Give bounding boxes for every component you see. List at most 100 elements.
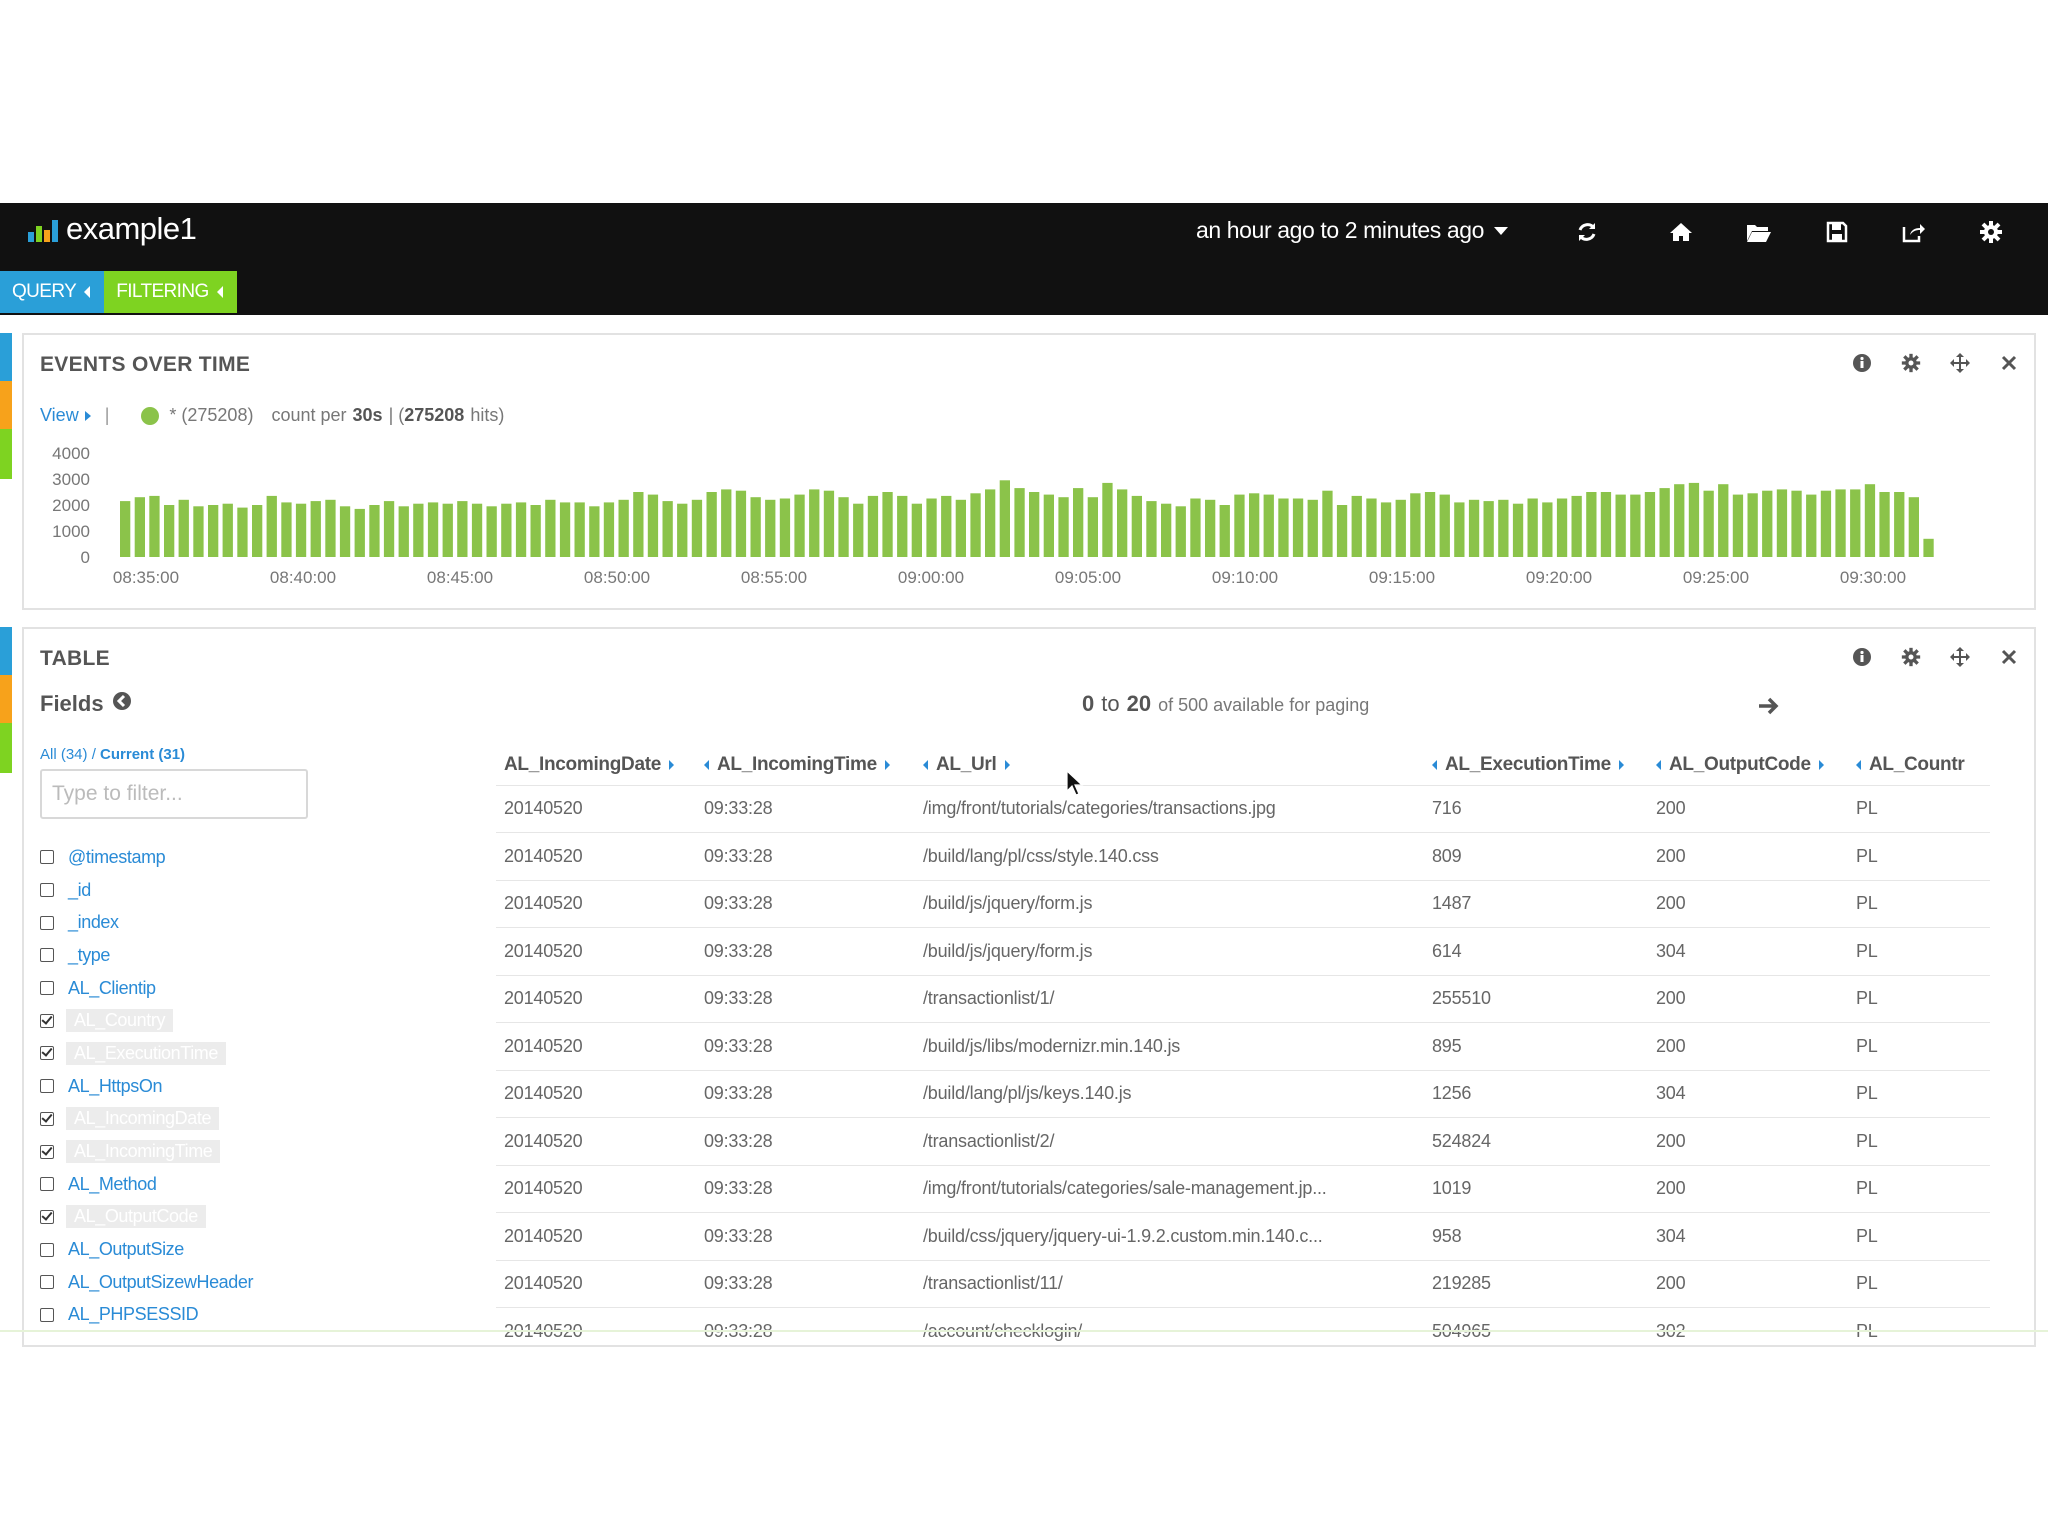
histogram-bar[interactable] <box>662 501 673 557</box>
histogram-bar[interactable] <box>1644 492 1656 557</box>
histogram-bar[interactable] <box>164 505 175 557</box>
field-item[interactable]: AL_HttpsOn <box>40 1070 255 1103</box>
field-checkbox[interactable] <box>40 1307 54 1322</box>
move-column-right-icon[interactable] <box>669 759 675 770</box>
field-item[interactable]: AL_Method <box>40 1168 255 1201</box>
move-icon[interactable] <box>1946 643 1973 670</box>
histogram-bar[interactable] <box>1292 498 1304 558</box>
column-header[interactable]: AL_OutputCode <box>1648 745 1848 785</box>
histogram-bar[interactable] <box>1718 484 1729 557</box>
histogram-bar[interactable] <box>1674 484 1685 557</box>
close-icon[interactable] <box>1995 643 2022 670</box>
histogram-bar[interactable] <box>647 494 659 557</box>
field-checkbox[interactable] <box>40 1144 54 1159</box>
histogram-bar[interactable] <box>208 505 219 557</box>
histogram-bar[interactable] <box>1659 488 1670 557</box>
field-checkbox[interactable] <box>40 981 54 996</box>
histogram-bar[interactable] <box>823 490 835 557</box>
histogram-bar[interactable] <box>134 497 145 557</box>
histogram-bar[interactable] <box>897 495 908 557</box>
folder-open-icon[interactable] <box>1746 219 1772 245</box>
histogram-bar[interactable] <box>339 506 351 557</box>
filtering-pill[interactable]: FILTERING <box>104 271 237 313</box>
histogram-bar[interactable] <box>178 499 189 557</box>
histogram-bar[interactable] <box>1395 499 1406 557</box>
histogram-bar[interactable] <box>1556 498 1568 558</box>
field-checkbox[interactable] <box>40 1177 54 1192</box>
histogram-bar[interactable] <box>1615 494 1626 557</box>
field-checkbox[interactable] <box>40 915 54 930</box>
histogram-bar[interactable] <box>1688 482 1700 557</box>
histogram-bar[interactable] <box>149 495 160 557</box>
field-filter-input[interactable] <box>40 769 308 819</box>
table-row[interactable]: 20140520 09:33:28/build/js/jquery/form.js… <box>496 879 1990 928</box>
field-name[interactable]: AL_OutputCode <box>66 1205 206 1229</box>
histogram-bar[interactable] <box>1336 505 1348 557</box>
histogram-bar[interactable] <box>1498 499 1509 557</box>
histogram-bar[interactable] <box>237 507 248 557</box>
histogram-bar[interactable] <box>1542 502 1553 557</box>
histogram-bar[interactable] <box>1879 492 1890 557</box>
histogram-bar[interactable] <box>1483 501 1494 557</box>
field-name[interactable]: AL_ExecutionTime <box>66 1041 227 1065</box>
histogram-bar[interactable] <box>1850 489 1861 557</box>
field-item[interactable]: @timestamp <box>40 841 255 874</box>
histogram-bar[interactable] <box>1014 488 1025 557</box>
field-item[interactable]: AL_Country <box>40 1004 255 1037</box>
field-checkbox[interactable] <box>40 1275 54 1290</box>
column-header[interactable]: AL_IncomingDate <box>496 745 696 785</box>
histogram-bar[interactable] <box>882 492 893 557</box>
column-header[interactable]: AL_IncomingTime <box>696 745 915 785</box>
histogram-bar[interactable] <box>838 497 849 557</box>
field-name[interactable]: AL_IncomingDate <box>66 1107 220 1131</box>
column-header[interactable]: AL_Countr <box>1848 745 1990 785</box>
histogram-bar[interactable] <box>1571 495 1582 557</box>
save-icon[interactable] <box>1824 219 1850 245</box>
histogram-bar[interactable] <box>911 503 922 557</box>
field-checkbox[interactable] <box>40 1209 54 1224</box>
histogram-bar[interactable] <box>1117 489 1128 557</box>
home-icon[interactable] <box>1668 219 1694 245</box>
histogram-bar[interactable] <box>266 495 277 557</box>
table-row[interactable]: 20140520 09:33:28/build/css/jquery/jquery… <box>496 1212 1990 1260</box>
share-icon[interactable] <box>1900 219 1926 245</box>
field-checkbox[interactable] <box>40 883 54 898</box>
histogram-bar[interactable] <box>1073 488 1084 557</box>
settings-gear-icon[interactable] <box>1978 219 2004 245</box>
histogram-bar[interactable] <box>1175 506 1186 557</box>
field-name[interactable]: @timestamp <box>68 846 166 867</box>
table-row[interactable]: 20140520 09:33:28/img/front/tutorials/cat… <box>496 784 1990 833</box>
field-item[interactable]: AL_Clientip <box>40 972 255 1005</box>
histogram-bar[interactable] <box>574 502 585 557</box>
histogram-bar[interactable] <box>1205 499 1216 557</box>
table-row[interactable]: 20140520 09:33:28/img/front/tutorials/cat… <box>496 1164 1990 1213</box>
histogram-bar[interactable] <box>603 502 615 557</box>
histogram-bar[interactable] <box>1468 499 1480 557</box>
histogram-bar[interactable] <box>1219 505 1230 557</box>
field-name[interactable]: _type <box>68 944 111 965</box>
histogram-bar[interactable] <box>1835 489 1846 557</box>
histogram-bar[interactable] <box>1380 502 1392 557</box>
histogram-bar[interactable] <box>1263 494 1274 557</box>
histogram-bar[interactable] <box>970 493 981 557</box>
histogram-bar[interactable] <box>809 489 820 557</box>
fields-tab-all[interactable]: All (34) <box>40 746 88 763</box>
histogram-bar[interactable] <box>120 501 131 557</box>
field-checkbox[interactable] <box>40 850 54 865</box>
histogram-bar[interactable] <box>618 499 629 557</box>
field-checkbox[interactable] <box>40 1046 54 1061</box>
histogram-bar[interactable] <box>1029 492 1040 557</box>
field-item[interactable]: AL_OutputSizewHeader <box>40 1266 255 1299</box>
move-column-left-icon[interactable] <box>1432 759 1437 770</box>
histogram-bar[interactable] <box>1322 490 1333 557</box>
move-column-right-icon[interactable] <box>1004 759 1010 770</box>
table-row[interactable]: 20140520 09:33:28/account/checklogin/5049… <box>496 1307 1990 1345</box>
table-row[interactable]: 20140520 09:33:28/build/js/libs/modernizr… <box>496 1022 1990 1070</box>
column-header[interactable]: AL_ExecutionTime <box>1424 745 1648 785</box>
histogram-bar[interactable] <box>1864 484 1876 557</box>
query-pill[interactable]: QUERY <box>0 271 105 313</box>
histogram-bar[interactable] <box>691 499 703 557</box>
histogram-bar[interactable] <box>999 480 1010 557</box>
field-name[interactable]: AL_Country <box>66 1009 174 1033</box>
info-icon[interactable] <box>1848 643 1875 670</box>
